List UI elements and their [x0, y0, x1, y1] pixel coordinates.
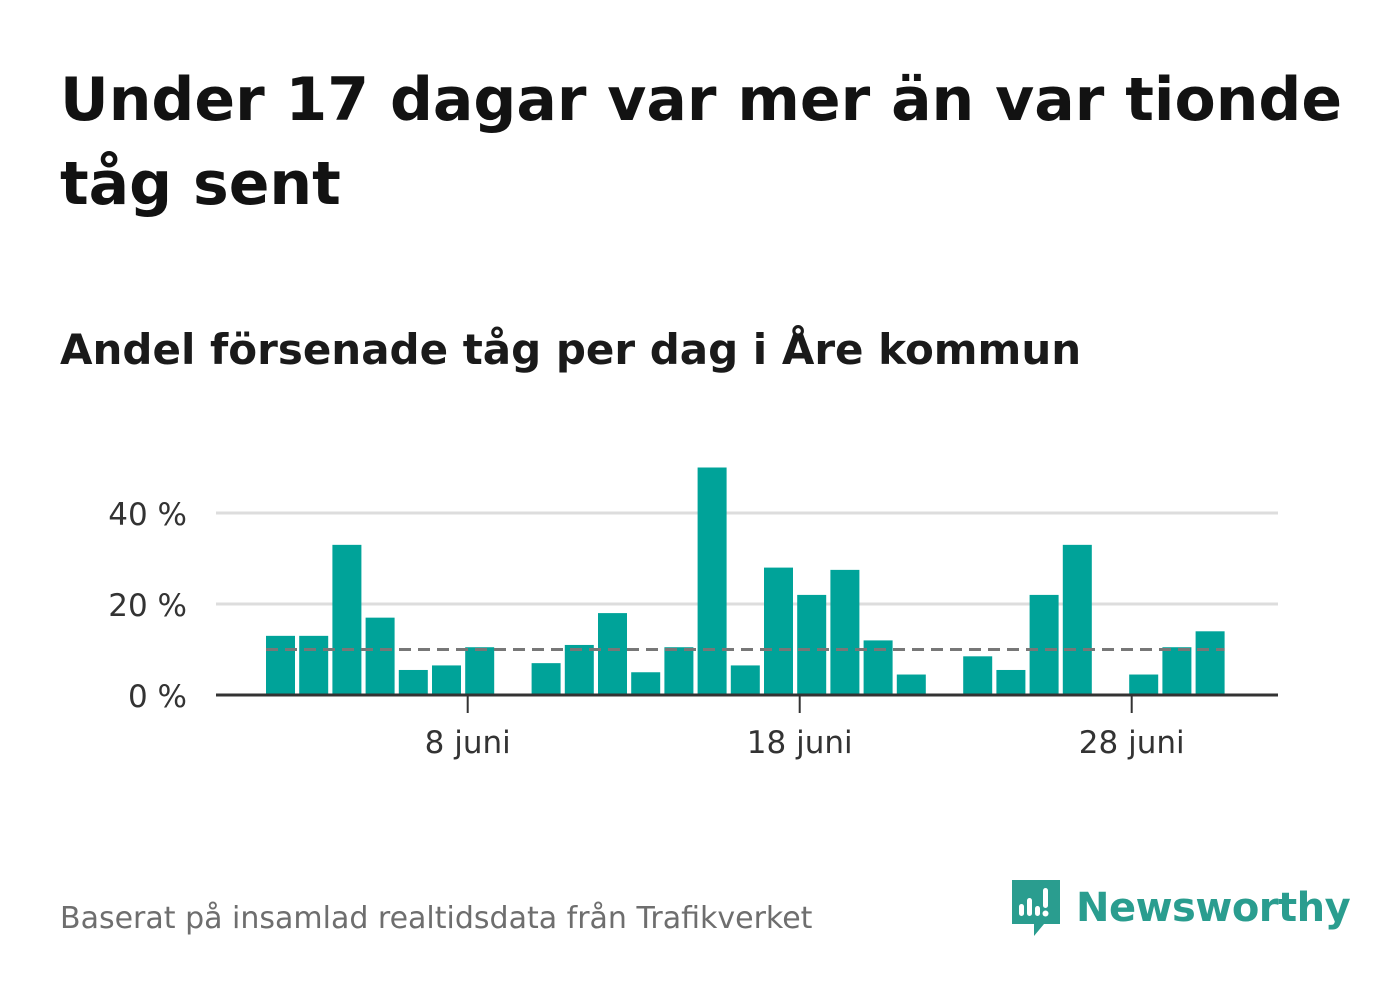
source-note: Baserat på insamlad realtidsdata från Tr… — [60, 901, 813, 936]
bar — [1129, 674, 1159, 695]
axes: 0 % 20 % 40 % 8 juni 18 juni 28 juni — [108, 497, 1278, 761]
bar — [797, 594, 827, 695]
x-tick-label: 28 juni — [1079, 725, 1185, 761]
chart-title: Under 17 dagar var mer än var tionde tåg… — [60, 65, 1343, 219]
bar — [631, 672, 661, 695]
chart-subtitle: Andel försenade tåg per dag i Åre kommun — [60, 325, 1082, 374]
bar — [365, 617, 395, 695]
y-tick-label: 40 % — [108, 497, 187, 533]
bar — [564, 644, 594, 695]
y-tick-label: 20 % — [108, 588, 187, 624]
bar — [730, 665, 760, 695]
bar — [398, 669, 428, 695]
bar — [531, 663, 561, 695]
bar — [1062, 544, 1092, 695]
bar — [332, 544, 362, 695]
bar — [963, 656, 993, 695]
bar — [266, 635, 295, 695]
bar — [996, 669, 1026, 695]
bar — [664, 647, 694, 695]
bar — [432, 665, 461, 695]
x-tick-label: 18 juni — [747, 725, 853, 761]
bar — [299, 635, 329, 695]
bar — [465, 647, 495, 695]
gridlines — [216, 511, 1278, 606]
newsworthy-logo-icon — [1012, 880, 1060, 936]
bar — [764, 567, 793, 695]
brand-logo: Newsworthy — [1010, 878, 1351, 938]
bar — [830, 569, 860, 695]
y-tick-label: 0 % — [128, 679, 187, 715]
bars — [266, 467, 1225, 695]
bar — [697, 467, 727, 695]
brand-name: Newsworthy — [1076, 885, 1351, 931]
bar — [896, 674, 926, 695]
bar — [598, 613, 627, 695]
bar — [1195, 631, 1225, 695]
bar — [1162, 647, 1192, 695]
x-tick-label: 8 juni — [425, 725, 511, 761]
bar — [1029, 594, 1059, 695]
